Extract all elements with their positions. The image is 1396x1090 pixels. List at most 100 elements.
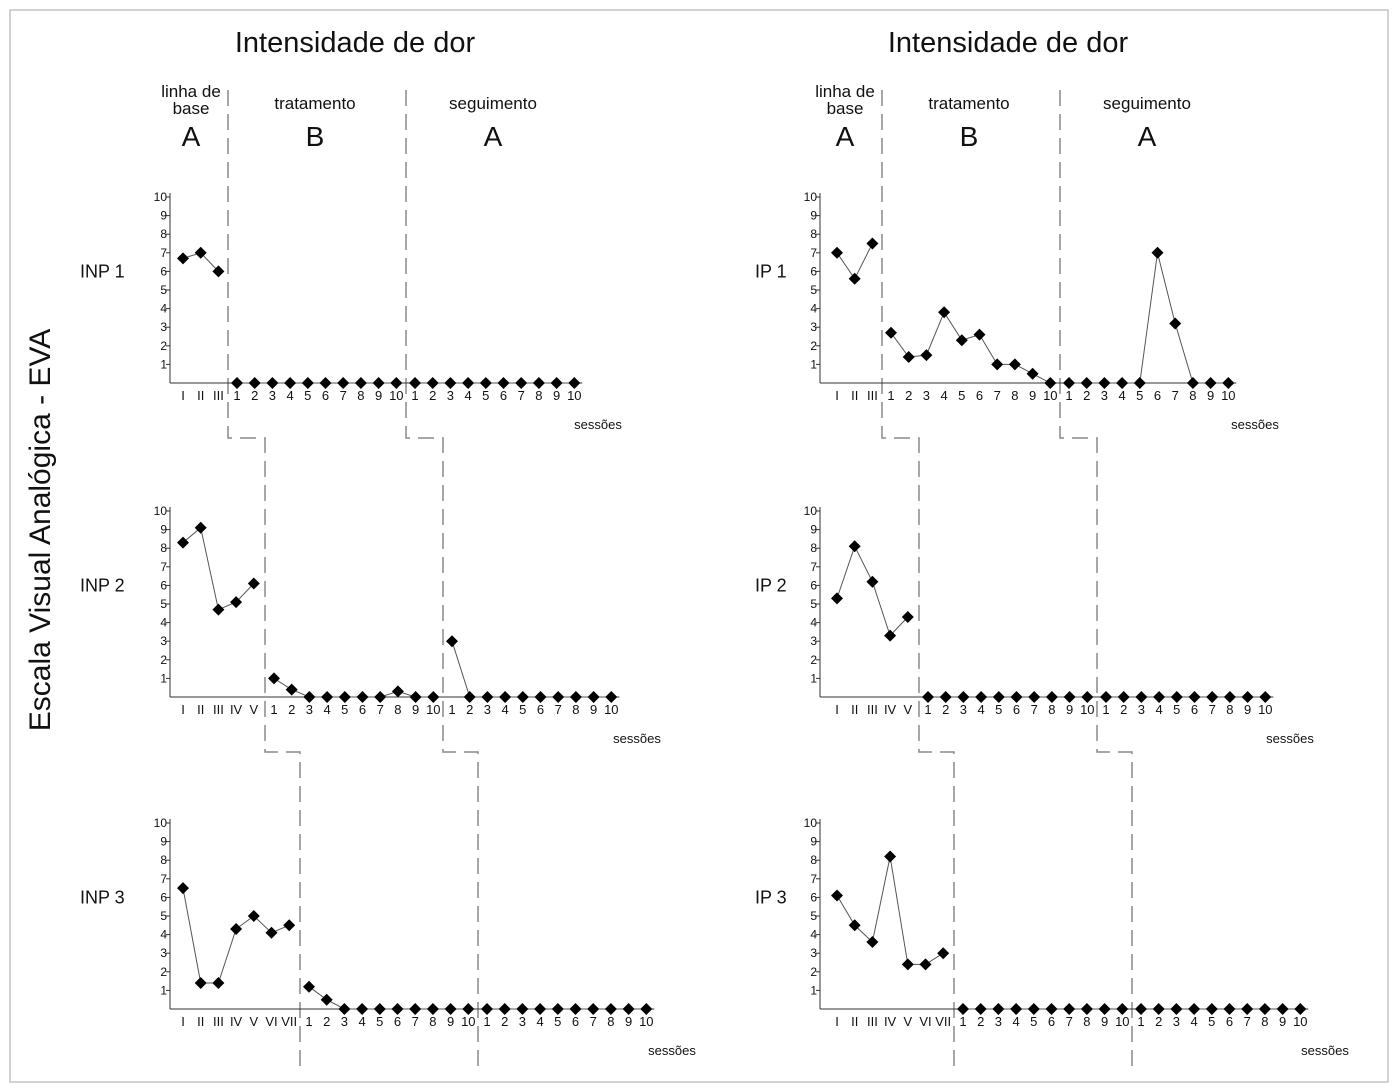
data-point [1223,691,1236,703]
x-tick-label: 9 [412,702,419,717]
x-tick-label: 1 [305,1014,312,1029]
data-point [884,629,897,642]
data-point [885,326,897,339]
x-tick-label: 2 [905,388,912,403]
data-point [321,691,334,703]
x-tick-label: 2 [466,702,473,717]
x-tick-label: 2 [429,388,436,403]
data-point [463,691,476,703]
y-tick-label: 3 [160,946,167,960]
data-point [848,919,861,932]
data-point [919,958,932,971]
data-point [338,691,351,703]
data-point [1170,691,1183,703]
sessions-label: sessões [613,731,661,746]
chart-title: Intensidade de dor [235,27,476,59]
data-point [1028,691,1041,703]
data-point [1100,691,1112,703]
data-point [1044,377,1057,389]
x-tick-label: 10 [461,1014,475,1029]
y-tick-label: 6 [810,264,817,278]
x-tick-label: II [851,388,858,403]
data-point [427,691,440,703]
y-axis-title: Escala Visual Analógica - EVA [24,329,57,731]
phase-letter: B [306,121,325,152]
x-tick-label: 1 [448,702,455,717]
data-point [1063,1003,1076,1015]
y-tick-label: 6 [160,264,167,278]
y-tick-label: 10 [154,504,168,518]
x-tick-label: 6 [394,1014,401,1029]
x-tick-label: 4 [286,388,293,403]
x-tick-label: 3 [1173,1014,1180,1029]
data-point [444,377,457,389]
data-point [848,272,861,285]
data-point [212,265,225,278]
data-point [901,958,914,971]
data-point [372,377,385,389]
y-tick-label: 9 [810,523,817,537]
data-point [230,596,243,609]
x-tick-label: 5 [341,702,348,717]
data-point [866,936,879,948]
data-point [831,889,843,902]
data-point [498,1003,511,1015]
x-tick-label: 3 [269,388,276,403]
x-tick-label: IV [230,702,243,717]
data-point [1276,1003,1289,1015]
phase-letter: A [1138,121,1157,152]
x-tick-label: 10 [1221,388,1235,403]
phase-change-line [227,90,301,1066]
x-tick-label: II [197,1014,204,1029]
x-tick-label: 10 [1080,702,1094,717]
data-point [515,377,528,389]
data-point [285,683,298,696]
x-tick-label: I [181,388,185,403]
x-tick-label: 4 [536,1014,543,1029]
data-point [409,1003,422,1015]
x-tick-label: 3 [960,702,967,717]
x-tick-label: 7 [518,388,525,403]
x-tick-label: I [835,388,839,403]
x-tick-label: 4 [1155,702,1162,717]
data-point [569,1003,582,1015]
x-tick-label: 7 [1031,702,1038,717]
x-tick-label: 3 [1138,702,1145,717]
x-tick-label: III [213,388,224,403]
data-point [373,1003,386,1015]
data-point [1027,1003,1040,1015]
y-tick-label: 8 [810,541,817,555]
y-tick-label: 1 [160,357,167,371]
series-line [836,545,909,637]
x-tick-label: 6 [1226,1014,1233,1029]
data-point [1026,367,1039,380]
data-point [374,691,387,703]
y-tick-label: 5 [810,597,817,611]
x-tick-label: III [867,388,878,403]
x-tick-label: 1 [959,1014,966,1029]
data-point [319,377,332,389]
data-point [1135,691,1148,703]
data-point [247,910,260,922]
data-point [212,603,225,616]
x-tick-label: 6 [537,702,544,717]
x-tick-label: 6 [1013,702,1020,717]
y-tick-label: 3 [160,320,167,334]
data-point [231,377,243,389]
x-tick-label: 8 [1226,702,1233,717]
x-tick-label: 9 [625,1014,632,1029]
x-tick-label: VII [935,1014,951,1029]
x-tick-label: 4 [1012,1014,1019,1029]
data-point [1241,1003,1254,1015]
data-point [499,691,512,703]
x-tick-label: 4 [323,702,330,717]
data-point [1188,691,1201,703]
x-tick-label: 9 [1244,702,1251,717]
y-tick-label: 4 [160,302,167,316]
y-tick-label: 5 [160,597,167,611]
x-tick-label: I [181,702,185,717]
x-tick-label: III [213,702,224,717]
data-point [303,691,316,703]
